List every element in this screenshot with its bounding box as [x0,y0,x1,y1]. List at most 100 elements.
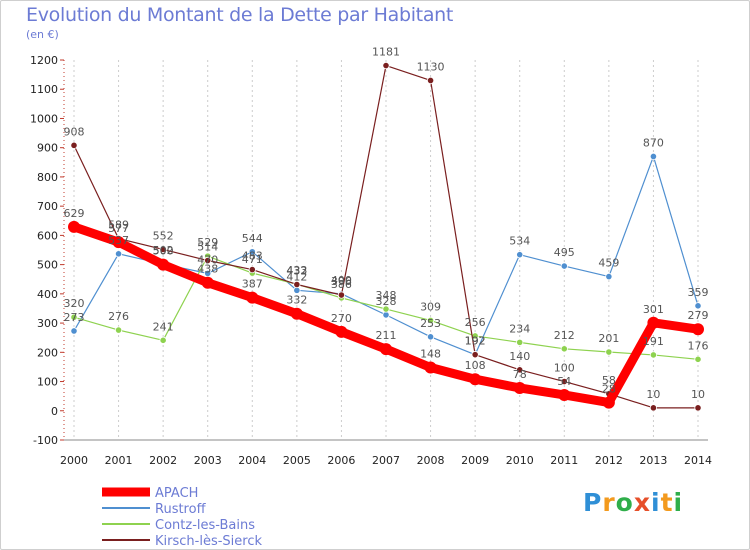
legend-label-0: APACH [155,486,198,501]
series-1-point-14 [694,355,702,363]
series-2-label-4: 483 [242,250,263,263]
series-2-label-13: 10 [646,388,660,401]
y-tick-label-13: 1200 [30,54,58,67]
series-2-point-14 [694,404,702,412]
logo-letter-6: i [673,488,684,517]
series-0-label-12: 459 [598,257,619,270]
series-0-label-2: 502 [153,244,174,257]
series-2-label-2: 552 [153,229,174,242]
series-0-label-7: 328 [376,295,397,308]
y-tick-label-11: 1000 [30,112,58,125]
series-0-point-10 [516,251,524,259]
series-0-point-14 [694,302,702,310]
series-2-point-5 [293,280,301,289]
chart-unit: (en €) [26,28,59,41]
series-1-point-12 [605,348,613,356]
series-3-label-9: 108 [465,359,486,372]
series-3-label-7: 211 [376,329,397,342]
series-0-label-8: 253 [420,317,441,330]
series-0-point-11 [560,262,568,270]
series-1-point-1 [114,326,123,334]
series-3-point-6 [335,325,348,338]
series-1-label-3: 529 [197,236,218,249]
logo-letter-1: r [602,488,616,517]
series-1-label-11: 212 [554,329,575,342]
series-1-label-5: 433 [286,264,307,277]
series-3-point-10 [513,381,526,394]
series-1-label-13: 191 [643,335,664,348]
series-1-label-2: 241 [153,320,174,333]
y-tick-label-0: -100 [33,434,58,447]
series-3-label-1: 577 [108,222,129,235]
chart-title: Evolution du Montant de la Dette par Hab… [26,4,454,26]
logo-letter-2: o [615,488,634,517]
x-tick-label-3: 2003 [194,454,222,467]
series-3-label-2: 500 [153,245,174,258]
x-tick-label-11: 2011 [550,454,578,467]
series-2-label-12: 58 [602,374,616,387]
y-tick-label-9: 800 [37,171,58,184]
y-tick-label-12: 1100 [30,83,58,96]
series-0-point-12 [605,272,613,281]
x-tick-label-10: 2010 [506,454,534,467]
series-3-point-1 [112,236,125,249]
logo-letters: Proxiti [583,488,683,517]
series-2-label-14: 10 [691,388,705,401]
x-tick-label-2: 2002 [149,454,177,467]
series-2-point-8 [426,76,435,85]
series-2-label-8: 1130 [417,60,445,73]
series-3-point-12 [602,396,615,409]
series-2-point-3 [204,256,212,265]
x-tick-label-14: 2014 [684,454,712,467]
series-0-point-7 [382,311,390,319]
series-2-label-5: 432 [286,264,307,277]
series-2-point-9 [471,351,479,359]
y-tick-label-4: 300 [37,317,58,330]
series-0-label-13: 870 [643,136,664,149]
x-tick-label-1: 2001 [105,454,133,467]
series-3-label-4: 387 [242,278,263,291]
series-1-point-8 [426,316,435,325]
series-0-point-8 [426,333,435,341]
series-3-point-9 [469,373,482,386]
series-3-point-7 [380,343,392,356]
logo-letter-4: i [651,488,661,517]
x-tick-label-9: 2009 [461,454,489,467]
x-tick-label-7: 2007 [372,454,400,467]
series-2-point-0 [70,141,78,149]
y-tick-label-6: 500 [37,259,58,272]
series-3-label-13: 301 [643,303,664,316]
series-0-label-14: 359 [688,286,709,299]
series-0-label-6: 400 [331,274,352,287]
series-0-label-1: 537 [108,234,129,247]
series-3-label-6: 270 [331,312,352,325]
series-0-point-13 [649,152,658,161]
series-1-label-12: 201 [598,332,619,345]
series-1-point-10 [516,338,524,346]
series-0-point-3 [204,269,212,277]
series-0-label-0: 273 [64,311,85,324]
series-1-label-14: 176 [688,339,709,352]
series-3-point-8 [424,361,437,374]
y-tick-label-5: 400 [37,288,58,301]
series-3-label-12: 28 [602,383,616,396]
series-3-label-8: 148 [420,348,441,361]
series-3-label-3: 438 [197,263,218,276]
logo-letter-0: P [583,488,603,517]
legend-label-3: Kirsch-lès-Sierck [155,534,262,549]
series-1-label-0: 320 [64,297,85,310]
series-2-point-7 [382,61,390,70]
series-0-point-0 [70,327,78,335]
series-0-label-11: 495 [554,246,575,259]
series-2-label-11: 100 [554,362,575,375]
series-1-label-9: 256 [465,316,486,329]
series-3-label-11: 54 [557,375,571,388]
series-2-label-9: 192 [465,335,486,348]
series-3-label-10: 78 [513,368,527,381]
series-1-label-8: 309 [420,300,441,313]
legend-label-1: Rustroff [155,502,207,517]
series-2-point-4 [248,265,256,274]
y-tick-label-3: 200 [37,346,58,359]
